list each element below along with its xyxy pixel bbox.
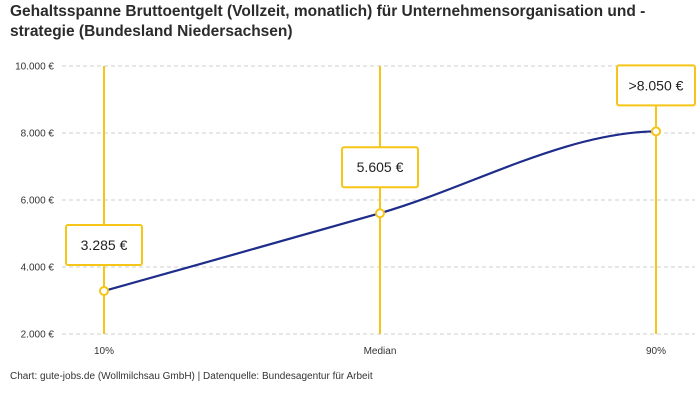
data-point bbox=[651, 126, 661, 137]
x-tick-label: 90% bbox=[646, 346, 666, 357]
data-label-box bbox=[616, 64, 696, 107]
x-tick-label: 10% bbox=[94, 346, 114, 357]
chart-source: Chart: gute-jobs.de (Wollmilchsau GmbH) … bbox=[10, 371, 373, 382]
y-tick-label: 4.000 € bbox=[21, 263, 55, 274]
y-axis-tick-labels: 2.000 € 4.000 € 6.000 € 8.000 € 10.000 € bbox=[15, 62, 54, 341]
data-label-box bbox=[341, 146, 419, 189]
data-label-box bbox=[65, 223, 143, 266]
data-label: 3.285 € bbox=[81, 237, 128, 253]
data-labels: 3.285 € 5.605 € >8.050 € bbox=[65, 64, 696, 266]
data-points bbox=[99, 126, 661, 296]
data-label: >8.050 € bbox=[629, 77, 684, 93]
y-tick-label: 2.000 € bbox=[21, 330, 55, 341]
x-tick-label: Median bbox=[364, 346, 397, 357]
x-axis-tick-labels: 10% Median 90% bbox=[94, 346, 666, 357]
chart-title: Gehaltsspanne Bruttoentgelt (Vollzeit, m… bbox=[10, 3, 646, 40]
y-tick-label: 8.000 € bbox=[21, 129, 55, 140]
grid-lines bbox=[62, 65, 695, 335]
data-point bbox=[375, 208, 385, 219]
data-point bbox=[99, 285, 109, 296]
data-label: 5.605 € bbox=[357, 159, 404, 175]
y-tick-label: 10.000 € bbox=[15, 62, 54, 73]
y-tick-label: 6.000 € bbox=[21, 196, 55, 207]
